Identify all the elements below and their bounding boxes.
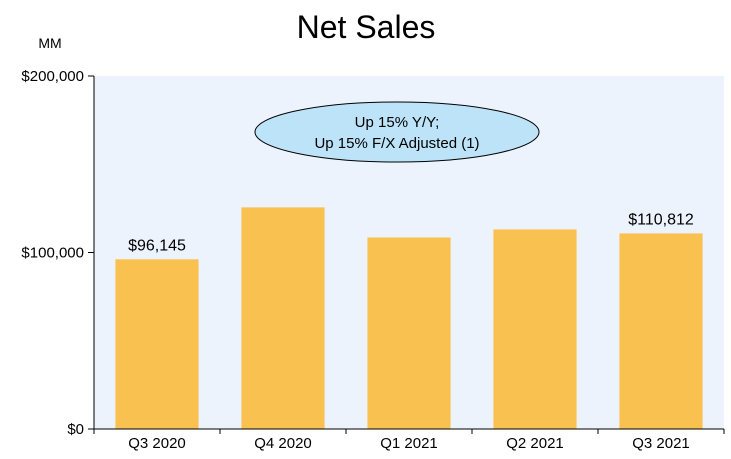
bar-q3-2021 (619, 233, 703, 429)
data-label: $110,812 (628, 211, 694, 228)
unit-label: MM (38, 35, 61, 51)
labels-group: Q3 2020 $96,145 Q4 2020 Q1 2021 Q2 2021 Q3 20… (21, 68, 693, 452)
x-tick-label: Q4 2020 (254, 435, 312, 452)
bar-q1-2021 (367, 237, 451, 429)
data-label: $96,145 (128, 237, 186, 254)
callout-line-1: Up 15% Y/Y; (355, 114, 440, 131)
callout-ellipse (254, 101, 540, 163)
chart-title: Net Sales (297, 9, 436, 45)
x-tick-label: Q2 2021 (506, 435, 564, 452)
x-tick-label: Q3 2020 (128, 435, 186, 452)
bars-group (115, 207, 703, 429)
axes-group (88, 75, 725, 434)
bar-q2-2021 (493, 229, 577, 429)
y-tick-label: $0 (67, 421, 84, 438)
callout: Up 15% Y/Y; Up 15% F/X Adjusted (1) (254, 101, 540, 163)
bar-q4-2020 (241, 207, 325, 429)
y-tick-label: $100,000 (21, 245, 84, 262)
y-tick-label: $200,000 (21, 68, 84, 85)
x-tick-label: Q3 2021 (632, 435, 690, 452)
bar-q3-2020 (115, 259, 199, 429)
callout-line-2: Up 15% F/X Adjusted (1) (314, 135, 479, 152)
x-tick-label: Q1 2021 (380, 435, 438, 452)
